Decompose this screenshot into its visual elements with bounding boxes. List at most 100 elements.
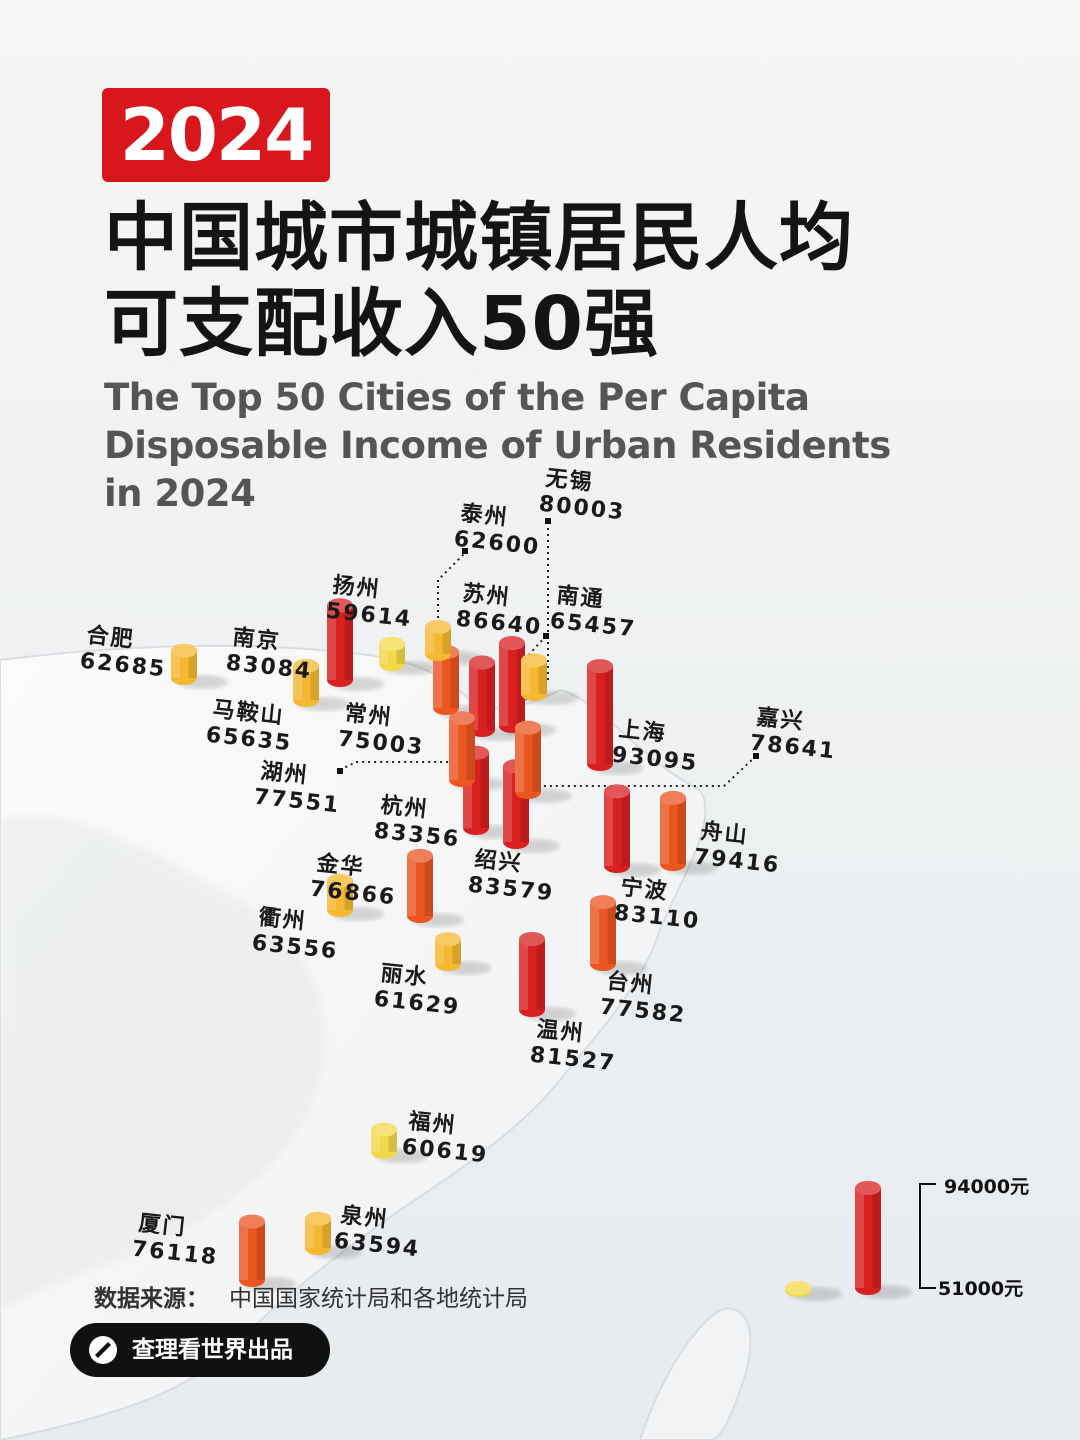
bar-9a6c978d5c71-body	[293, 665, 319, 707]
bar-53f05dde-body	[590, 902, 616, 971]
bar-53574eac	[327, 598, 353, 687]
bar-4e0a6d77-top-sheen	[587, 659, 613, 674]
bar-6cf05dde-body	[425, 627, 451, 661]
bar-53f05dde	[590, 895, 616, 971]
source-label: 数据来源：	[94, 1286, 209, 1312]
bar-91d1534e-body	[407, 855, 433, 923]
bar-65e09521-body	[469, 662, 495, 737]
bar-540880a5-highlight	[171, 650, 181, 678]
city-name: 杭州	[379, 792, 429, 823]
bar-6cf05dde-shade	[442, 627, 451, 654]
bar-5b816ce2-shade	[621, 791, 630, 866]
bar-6e565dde-top	[449, 711, 475, 726]
bar-53a695e8-shade	[256, 1221, 265, 1280]
bar-56095174-shade	[532, 727, 541, 792]
bar-88625dde-top-sheen	[327, 873, 353, 888]
bar-7ecd5174-shade	[520, 766, 529, 842]
bar-53a695e8	[239, 1214, 265, 1287]
bar-88625dde-top	[327, 873, 353, 888]
source-value: 中国国家统计局和各地统计局	[229, 1286, 528, 1312]
title-en-line3: in 2024	[104, 472, 256, 515]
bar-5e385dde-body	[433, 652, 459, 715]
bar-626c5dde	[379, 636, 405, 671]
bar-5357901a-highlight	[521, 660, 531, 694]
legend-max-label: 94000元	[944, 1176, 1030, 1198]
bar-540880a5-shade	[188, 650, 197, 678]
bar-65e09521-shade	[486, 662, 495, 730]
bar-5e385dde-shade	[450, 652, 459, 708]
bar-4e0a6d77-shade	[604, 666, 613, 764]
bar-53a695e8-body	[239, 1221, 265, 1287]
bar-5b816ce2-top	[604, 784, 630, 799]
bar-540880a5-top-sheen	[171, 643, 197, 658]
legend-max-bar-top-sheen	[855, 1181, 881, 1195]
bar-821f5c71-highlight	[660, 797, 670, 864]
bar-91d1534e	[407, 848, 433, 923]
legend-max-bar-highlight	[855, 1188, 865, 1288]
bar-6e295dde-body	[519, 939, 545, 1017]
bar-65e09521	[469, 655, 495, 737]
legend-min-disc-top-sheen	[785, 1281, 811, 1295]
bar-4e3d6c34-shade	[452, 939, 461, 964]
bar-9a6c978d5c71-shade	[310, 665, 319, 700]
bar-6e565dde-shade	[466, 718, 475, 780]
city-labels: 上海93095苏州86640绍兴83579杭州83356宁波83110南京830…	[79, 466, 838, 1270]
bar-88625dde	[327, 873, 353, 917]
bar-6e295dde-top-sheen	[519, 932, 545, 947]
bar-53a695e8-top	[239, 1214, 265, 1229]
city-name: 南通	[555, 583, 605, 613]
brand-badge: 查理看世界出品	[70, 1323, 330, 1377]
city-name: 丽水	[379, 961, 429, 991]
bar-91d1534e-shade	[424, 855, 433, 916]
legend-bracket	[919, 1183, 936, 1289]
bar-798f5dde-shade	[388, 1129, 397, 1152]
bar-82cf5dde-top-sheen	[499, 636, 525, 651]
bar-6cf05dde	[425, 620, 451, 661]
bar-798f5dde-highlight	[371, 1129, 381, 1152]
landmass-shandong	[160, 257, 692, 381]
bar-56095174	[515, 720, 541, 799]
bar-5b816ce2	[604, 784, 630, 873]
bar-5357901a-top-sheen	[521, 653, 547, 668]
bar-6e295dde-top	[519, 932, 545, 947]
bar-82cf5dde-top	[499, 636, 525, 651]
bar-82cf5dde-body	[499, 643, 525, 733]
bar-798f5dde-body	[371, 1129, 397, 1159]
bar-56095174-top	[515, 720, 541, 735]
leader-line-56095174	[532, 755, 757, 787]
landmass-taiwan	[638, 1307, 752, 1440]
data-source: 数据来源： 中国国家统计局和各地统计局	[94, 1279, 528, 1313]
bar-6e565dde	[449, 711, 475, 787]
bar-626c5dde-highlight	[379, 643, 389, 664]
bar-56095174-highlight	[515, 727, 525, 792]
bar-5b816ce2-highlight	[604, 791, 614, 866]
bar-53a695e8-highlight	[239, 1221, 249, 1280]
bar-82cf5dde-highlight	[499, 643, 509, 726]
bar-540880a5-body	[171, 650, 197, 685]
city-name: 舟山	[699, 818, 749, 849]
bar-4e3d6c34	[435, 932, 461, 971]
bar-53574eac-top	[327, 598, 353, 613]
bar-82cf5dde-shade	[516, 643, 525, 726]
bar-5357901a-body	[521, 660, 547, 701]
bar-91d1534e-top-sheen	[407, 848, 433, 863]
bar-53f05dde-top-sheen	[590, 895, 616, 910]
bar-53574eac-shade	[344, 605, 353, 680]
city-name: 绍兴	[473, 846, 523, 877]
leader-line-6cf05dde	[437, 551, 467, 636]
bar-798f5dde-top-sheen	[371, 1122, 397, 1137]
leader-dot-6cf05dde	[462, 548, 468, 554]
bar-9a6c978d5c71-top	[293, 658, 319, 673]
bar-53f05dde-shade	[607, 902, 616, 964]
leader-line-65e09521	[511, 522, 549, 713]
bar-676d5dde-shade	[480, 752, 489, 828]
city-name: 合肥	[85, 622, 135, 653]
city-name: 厦门	[137, 1210, 187, 1241]
city-name: 泰州	[458, 501, 509, 531]
leader-dot-6e565dde	[337, 768, 343, 774]
bar-540880a5-top	[171, 643, 197, 658]
bar-4e3d6c34-top	[435, 932, 461, 947]
bar-53f05dde-top	[590, 895, 616, 910]
